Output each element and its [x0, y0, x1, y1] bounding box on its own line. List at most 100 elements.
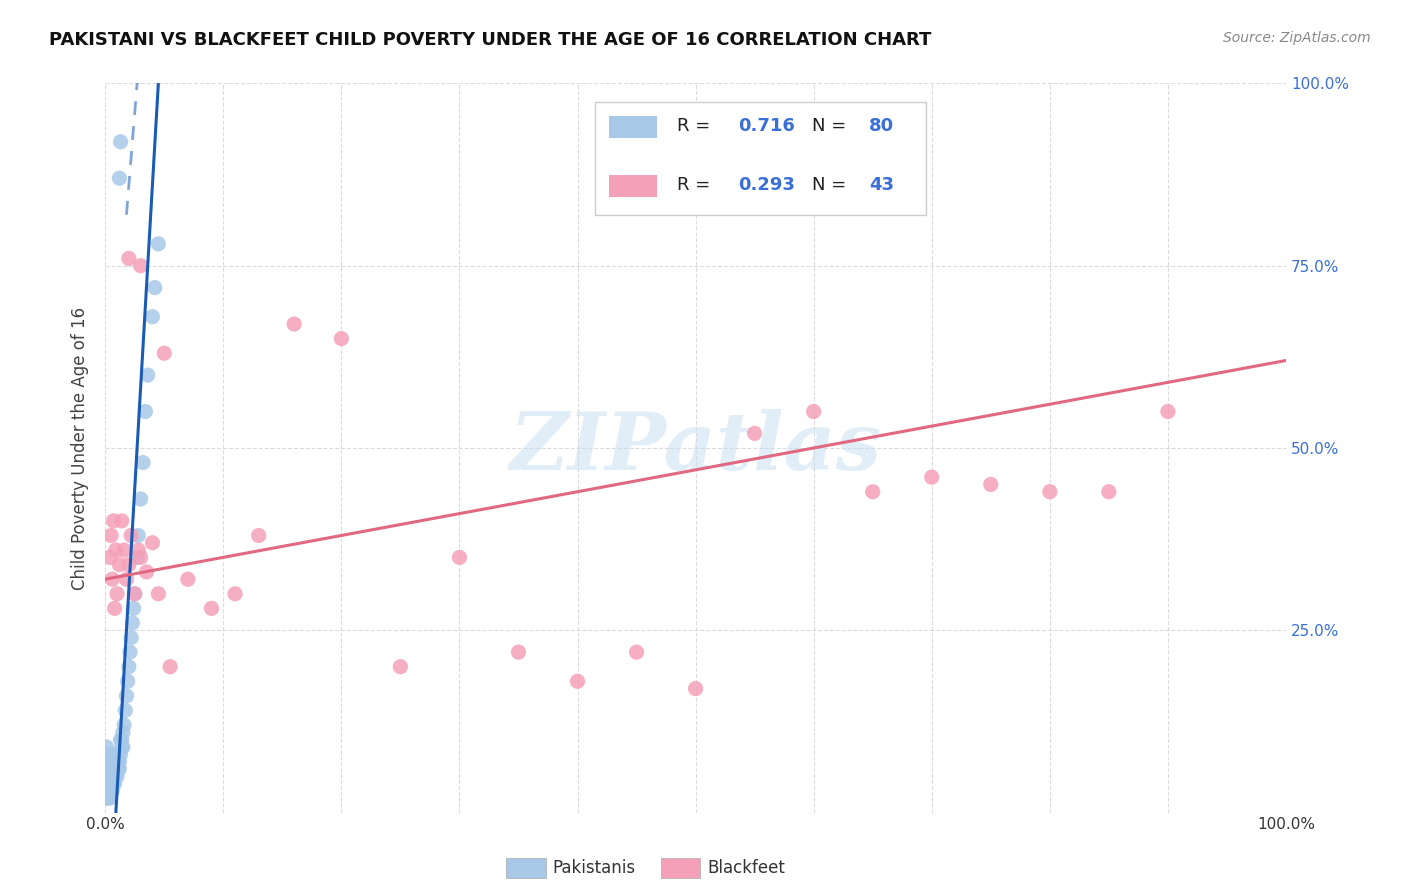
Point	[104, 769, 127, 783]
Text: PAKISTANI VS BLACKFEET CHILD POVERTY UNDER THE AGE OF 16 CORRELATION CHART: PAKISTANI VS BLACKFEET CHILD POVERTY UND…	[49, 31, 932, 49]
Point	[115, 572, 138, 586]
Text: ZIPatlas: ZIPatlas	[509, 409, 882, 487]
Point	[101, 762, 124, 776]
Point	[110, 747, 132, 762]
Point	[921, 470, 943, 484]
Point	[96, 762, 118, 776]
Point	[803, 404, 825, 418]
Point	[98, 769, 121, 783]
Point	[98, 791, 121, 805]
Point	[148, 587, 170, 601]
Point	[127, 528, 149, 542]
Point	[143, 280, 166, 294]
Point	[744, 426, 766, 441]
Point	[111, 732, 134, 747]
Point	[108, 755, 131, 769]
Text: 43: 43	[869, 176, 894, 194]
Point	[110, 135, 132, 149]
Point	[104, 769, 127, 783]
Point	[120, 631, 142, 645]
Point	[100, 776, 122, 790]
Point	[108, 558, 131, 572]
Point	[97, 783, 120, 797]
Point	[97, 755, 120, 769]
Point	[97, 762, 120, 776]
Point	[100, 528, 122, 542]
Text: 0.293: 0.293	[738, 176, 794, 194]
Point	[110, 732, 132, 747]
Point	[129, 491, 152, 506]
Point	[101, 776, 124, 790]
Point	[108, 762, 131, 776]
Point	[132, 456, 155, 470]
Point	[118, 252, 141, 266]
Point	[159, 659, 181, 673]
Point	[247, 528, 270, 542]
Point	[685, 681, 707, 696]
Point	[115, 689, 138, 703]
Point	[127, 550, 149, 565]
Point	[97, 791, 120, 805]
Point	[129, 259, 152, 273]
Point	[153, 346, 176, 360]
Text: Pakistanis: Pakistanis	[553, 859, 636, 877]
Point	[103, 762, 125, 776]
Text: Source: ZipAtlas.com: Source: ZipAtlas.com	[1223, 31, 1371, 45]
Point	[148, 236, 170, 251]
Point	[135, 565, 157, 579]
Point	[141, 310, 163, 324]
Point	[104, 755, 127, 769]
Point	[96, 783, 118, 797]
Point	[283, 317, 305, 331]
Point	[105, 755, 128, 769]
Text: Blackfeet: Blackfeet	[707, 859, 785, 877]
Point	[134, 404, 156, 418]
Bar	[609, 116, 657, 138]
Point	[114, 703, 136, 717]
Point	[96, 739, 118, 754]
Point	[97, 762, 120, 776]
Text: N =: N =	[813, 117, 852, 135]
Point	[98, 762, 121, 776]
Point	[136, 368, 159, 382]
Point	[96, 769, 118, 783]
Point	[112, 543, 135, 558]
Point	[97, 783, 120, 797]
Point	[111, 739, 134, 754]
Point	[107, 762, 129, 776]
Point	[98, 550, 121, 565]
Point	[97, 776, 120, 790]
Point	[97, 776, 120, 790]
Point	[101, 572, 124, 586]
Point	[1039, 484, 1062, 499]
Point	[1157, 404, 1180, 418]
Point	[124, 587, 146, 601]
Point	[100, 769, 122, 783]
Point	[100, 762, 122, 776]
Text: 80: 80	[869, 117, 894, 135]
Point	[104, 762, 127, 776]
Point	[508, 645, 530, 659]
Point	[97, 755, 120, 769]
Point	[98, 776, 121, 790]
Point	[449, 550, 471, 565]
Point	[96, 776, 118, 790]
Point	[111, 514, 134, 528]
Point	[121, 615, 143, 630]
Point	[104, 601, 127, 615]
Text: R =: R =	[676, 176, 716, 194]
Point	[129, 550, 152, 565]
Point	[104, 762, 127, 776]
Point	[141, 535, 163, 549]
Point	[108, 171, 131, 186]
Point	[97, 769, 120, 783]
Point	[124, 587, 146, 601]
Point	[105, 762, 128, 776]
Point	[122, 601, 145, 615]
Point	[389, 659, 412, 673]
Point	[980, 477, 1002, 491]
Point	[200, 601, 222, 615]
Point	[97, 791, 120, 805]
Bar	[609, 176, 657, 197]
Point	[127, 543, 149, 558]
